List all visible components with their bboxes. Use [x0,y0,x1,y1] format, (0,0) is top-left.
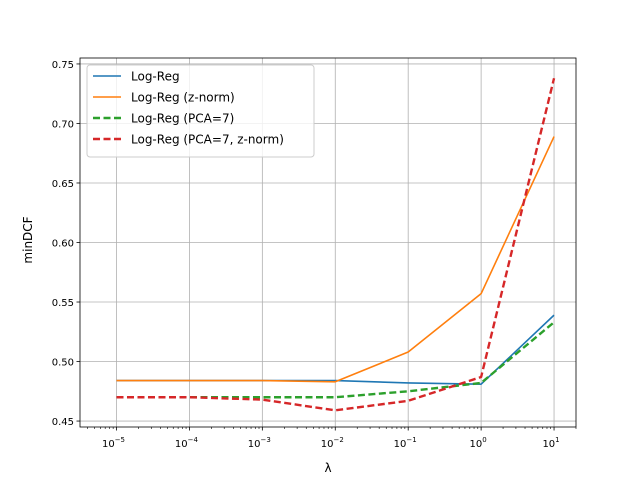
legend-box [86,64,315,158]
series-line-log-reg-pca-7-z-norm [116,77,556,412]
legend-label: Log-Reg (z-norm) [131,91,235,105]
x-tick-label: 10−2 [321,436,344,450]
x-tick-label: 10−1 [394,436,417,450]
y-tick-label: 0.75 [52,60,74,71]
y-tick-label: 0.55 [52,298,74,309]
y-tick-label: 0.60 [52,239,74,250]
series-lines [116,77,556,412]
x-tick-label: 100 [470,436,487,450]
legend-label: Log-Reg (PCA=7, z-norm) [131,133,284,147]
x-tick-label: 101 [542,436,559,450]
x-tick-label: 10−3 [248,436,271,450]
y-axis-label: minDCF [21,216,35,263]
x-tick-label: 10−4 [175,436,199,450]
legend: Log-Reg Log-Reg (z-norm) Log-Reg (PCA=7) Lo… [86,64,315,158]
y-ticks: 0.45 0.50 0.55 0.60 0.65 0.70 0.75 [52,60,80,428]
legend-label: Log-Reg (PCA=7) [131,112,234,126]
legend-label: Log-Reg [131,70,180,84]
y-tick-label: 0.65 [52,179,74,190]
y-tick-label: 0.70 [52,119,74,130]
x-tick-label: 10−5 [102,436,125,450]
y-tick-label: 0.50 [52,358,74,369]
x-ticks: 10−5 10−4 10−3 10−2 10−1 100 101 [87,427,577,450]
series-line-log-reg-z-norm [116,136,555,383]
x-axis-label: λ [324,461,331,475]
y-tick-label: 0.45 [52,417,74,428]
